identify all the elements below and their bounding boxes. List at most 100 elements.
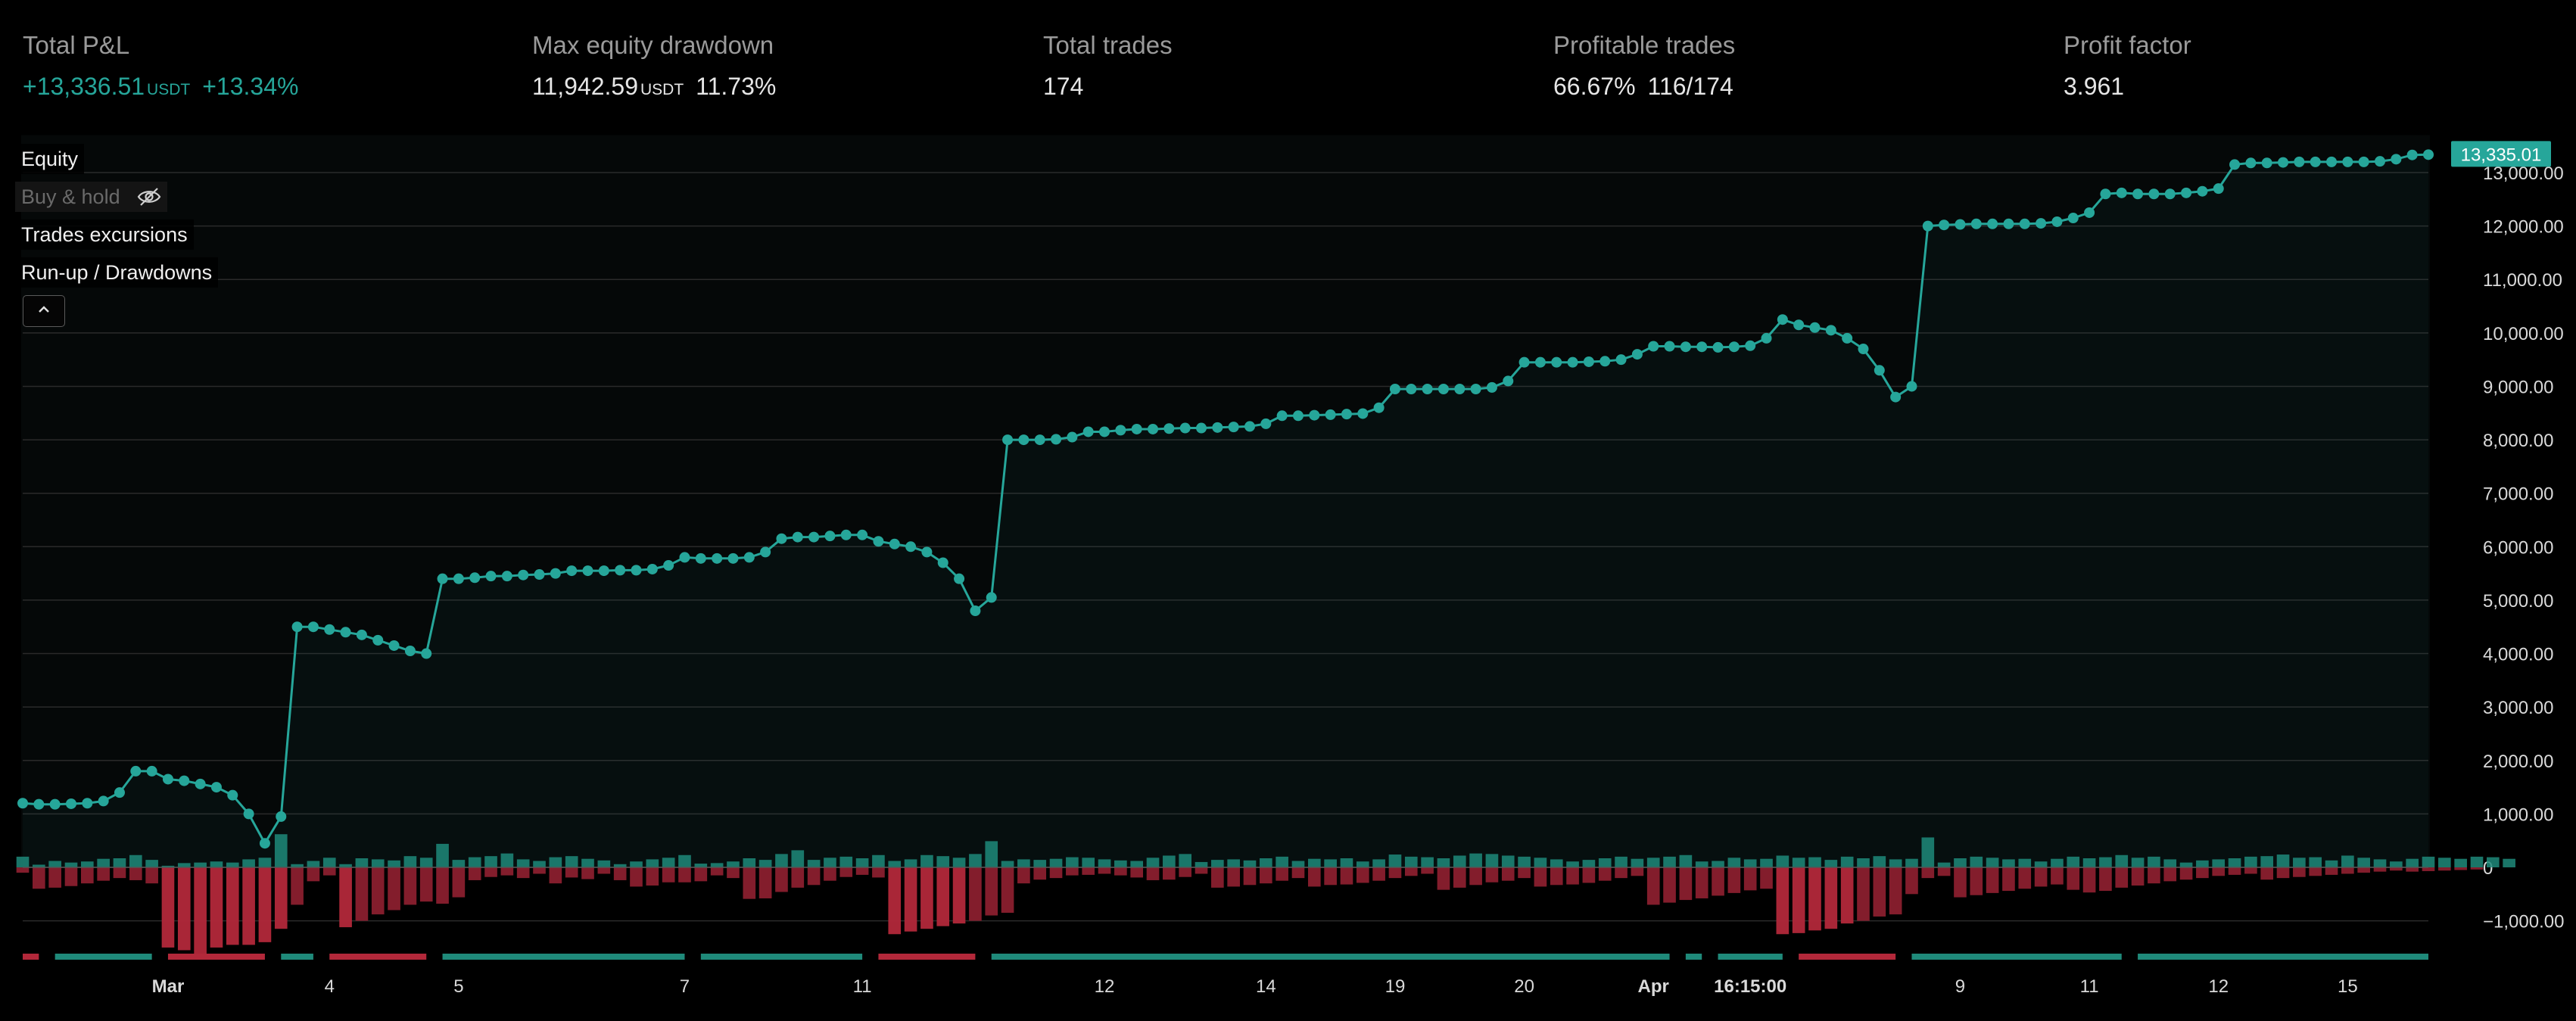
stat-max-drawdown: Max equity drawdown 11,942.59 USDT 11.73%	[532, 29, 776, 107]
runup-bar	[2082, 858, 2096, 867]
drawdown-bar	[1114, 867, 1127, 876]
runup-bar	[1049, 858, 1063, 867]
runup-bar	[2196, 860, 2209, 867]
collapse-legend-button[interactable]	[23, 295, 65, 327]
drawdown-bar	[2163, 867, 2177, 882]
drawdown-bar	[872, 867, 885, 878]
equity-point	[1067, 431, 1078, 443]
trade-strip-segment	[700, 954, 863, 960]
x-tick-label: 5	[453, 976, 463, 997]
drawdown-bar	[161, 867, 175, 948]
drawdown-bar	[1356, 867, 1369, 883]
drawdown-bar	[1598, 867, 1612, 881]
runup-bar	[1001, 861, 1014, 867]
equity-point	[1874, 365, 1885, 376]
drawdown-bar	[775, 867, 788, 892]
drawdown-bar	[2018, 867, 2032, 889]
equity-point	[210, 782, 222, 793]
runup-bar	[2503, 858, 2515, 867]
runup-bar	[662, 858, 675, 867]
drawdown-bar	[388, 867, 400, 910]
drawdown-bar	[242, 867, 255, 945]
trade-strip-segment	[442, 954, 685, 960]
equity-point	[1599, 356, 1611, 367]
equity-point	[2019, 218, 2030, 229]
drawdown-bar	[80, 867, 94, 884]
legend-buy-hold-toggle[interactable]: Buy & hold	[15, 182, 167, 212]
drawdown-bar	[1340, 867, 1353, 885]
max-drawdown-value: 11,942.59	[532, 73, 638, 100]
drawdown-bar	[952, 867, 966, 924]
runup-bar	[436, 843, 449, 867]
equity-point	[1325, 409, 1336, 420]
stat-value: +13,336.51 USDT +13.34%	[23, 70, 298, 107]
eye-off-icon[interactable]	[137, 187, 161, 207]
x-tick-label: Apr	[1638, 976, 1669, 997]
equity-point	[2294, 156, 2305, 167]
equity-point	[2326, 156, 2338, 167]
drawdown-bar	[1712, 867, 1724, 896]
drawdown-bar	[1437, 867, 1450, 890]
runup-bar	[1679, 854, 1693, 867]
drawdown-bar	[2148, 867, 2160, 884]
profitable-ratio: 116/174	[1647, 73, 1733, 100]
runup-bar	[565, 856, 578, 867]
runup-bar	[371, 859, 385, 867]
runup-bar	[2341, 855, 2354, 867]
equity-point	[65, 798, 76, 809]
equity-chart[interactable]: 13,000.00 12,000.00 11,000.00 10,000.00 9,00…	[0, 121, 2576, 1021]
legend-runup-drawdowns-toggle[interactable]: Run-up / Drawdowns	[15, 257, 219, 288]
runup-bar	[484, 856, 497, 867]
drawdown-bar	[1646, 867, 1660, 905]
drawdown-bar	[1307, 867, 1321, 887]
equity-point	[1244, 421, 1255, 432]
drawdown-bar	[2099, 867, 2112, 892]
runup-bar	[2018, 858, 2032, 867]
trade-strip-segment	[878, 954, 976, 960]
runup-bar	[1518, 856, 1531, 867]
chart-canvas[interactable]: 13,000.00 12,000.00 11,000.00 10,000.00 9,00…	[0, 121, 2576, 1021]
drawdown-bar	[2131, 867, 2145, 886]
equity-point	[437, 573, 448, 584]
profit-factor-value: 3.961	[2064, 73, 2125, 100]
equity-point	[179, 775, 190, 786]
drawdown-bar	[1824, 867, 1838, 929]
equity-point	[1034, 434, 1045, 446]
y-tick-label: 7,000.00	[2483, 484, 2553, 505]
equity-point	[307, 621, 319, 633]
runup-bar	[1130, 861, 1144, 867]
equity-point	[646, 563, 658, 574]
drawdown-bar	[1808, 867, 1821, 931]
drawdown-bar	[678, 867, 691, 882]
equity-point	[954, 573, 965, 584]
drawdown-bar	[1324, 867, 1337, 886]
runup-bar	[1114, 860, 1127, 867]
drawdown-bar	[904, 867, 917, 932]
drawdown-bar	[500, 867, 514, 876]
equity-point	[1454, 383, 1466, 394]
trade-strip-segment	[1911, 954, 2122, 960]
runup-bar	[403, 856, 417, 867]
x-tick-label: 20	[1514, 976, 1534, 997]
equity-point	[1406, 383, 1417, 394]
runup-bar	[1260, 858, 1272, 867]
drawdown-bar	[791, 867, 805, 888]
runup-bar	[1082, 858, 1095, 867]
drawdown-bar	[1469, 867, 1482, 886]
equity-point	[631, 565, 642, 576]
equity-point	[2229, 159, 2241, 170]
drawdown-bar	[516, 867, 530, 879]
equity-point	[566, 565, 578, 577]
drawdown-bar	[2002, 867, 2015, 892]
drawdown-bar	[2422, 867, 2435, 871]
equity-point	[1631, 349, 1643, 360]
drawdown-bar	[662, 867, 675, 882]
runup-bar	[1598, 858, 1612, 867]
equity-point	[1583, 356, 1594, 367]
equity-point	[2148, 188, 2160, 200]
legend-trades-excursions-toggle[interactable]: Trades excursions	[15, 219, 194, 250]
equity-point	[679, 552, 690, 563]
drawdown-bar	[1260, 867, 1272, 884]
runup-bar	[2131, 858, 2145, 867]
legend-equity-toggle[interactable]: Equity	[15, 144, 85, 174]
